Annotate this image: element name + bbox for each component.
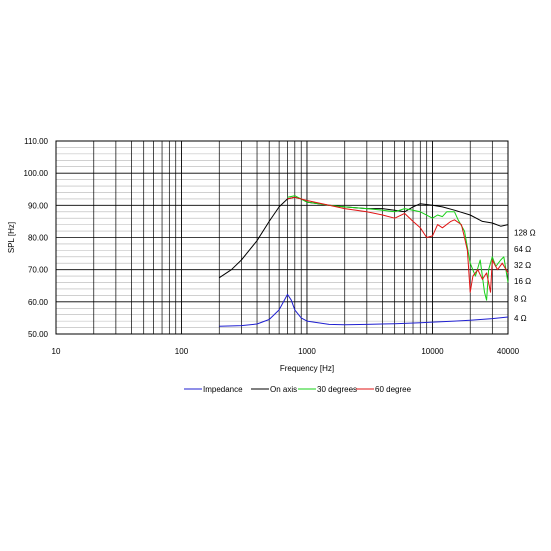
legend-label: 60 degree <box>375 385 412 394</box>
impedance-label: 8 Ω <box>514 295 527 304</box>
x-tick-label: 1000 <box>298 347 316 356</box>
series-layer <box>219 195 509 327</box>
x-tick-label: 40000 <box>497 347 520 356</box>
y-tick-label: 90.00 <box>28 201 49 210</box>
impedance-label: 16 Ω <box>514 277 531 286</box>
y-tick-label: 50.00 <box>28 330 49 339</box>
impedance-label: 64 Ω <box>514 245 531 254</box>
y-axis-title: SPL [Hz] <box>7 222 16 253</box>
y-tick-label: 60.00 <box>28 298 49 307</box>
x-tick-label: 100 <box>175 347 189 356</box>
y-tick-label: 70.00 <box>28 266 49 275</box>
legend-label: On axis <box>270 385 297 394</box>
series-line-impedance <box>219 293 509 327</box>
legend: Impedance On axis 30 degrees 60 degree <box>184 385 412 394</box>
series-line-60-degree <box>287 196 509 293</box>
legend-label: 30 degrees <box>317 385 357 394</box>
plot-area-frame <box>55 140 509 335</box>
x-axis-ticks: 10 100 1000 10000 40000 <box>52 347 520 356</box>
y-tick-label: 100.00 <box>24 169 49 178</box>
x-tick-label: 10 <box>52 347 61 356</box>
impedance-label: 32 Ω <box>514 261 531 270</box>
x-tick-label: 10000 <box>421 347 444 356</box>
legend-label: Impedance <box>203 385 243 394</box>
y-tick-label: 80.00 <box>28 234 49 243</box>
major-gridlines <box>56 141 508 334</box>
impedance-scale-labels: 128 Ω 64 Ω 32 Ω 16 Ω 8 Ω 4 Ω <box>514 229 536 323</box>
series-line-on-axis <box>219 196 509 279</box>
x-axis-title: Frequency [Hz] <box>280 364 334 373</box>
impedance-label: 128 Ω <box>514 229 536 238</box>
impedance-label: 4 Ω <box>514 314 527 323</box>
series-line-30-degrees <box>287 195 509 301</box>
y-axis-ticks: 110.00 100.00 90.00 80.00 70.00 60.00 50.00 <box>24 137 49 339</box>
y-tick-label: 110.00 <box>24 137 48 146</box>
